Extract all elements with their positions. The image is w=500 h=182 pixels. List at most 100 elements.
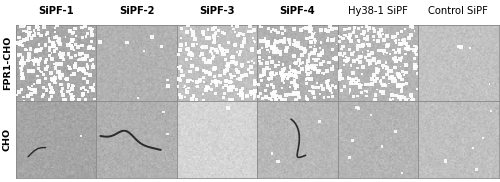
Point (18, 57, 26, 60)
Point (282, 48, 290, 51)
Point (283, 73, 291, 76)
Point (412, 49, 420, 52)
Point (200, 99, 207, 102)
Point (352, 77, 360, 80)
Point (336, 69, 344, 72)
Point (256, 49, 264, 52)
Point (386, 99, 394, 102)
Point (16, 62, 24, 65)
Point (394, 72, 402, 75)
Point (30, 29, 38, 32)
Point (339, 45, 347, 48)
Point (32, 25, 40, 28)
Point (472, 168, 480, 171)
Point (20, 62, 28, 65)
Point (184, 54, 192, 56)
Point (345, 36, 353, 39)
Point (271, 40, 279, 43)
Point (326, 25, 334, 28)
Point (36, 49, 44, 52)
Point (176, 65, 184, 68)
Point (456, 45, 464, 48)
Point (346, 88, 354, 90)
Point (60, 98, 68, 101)
Point (307, 64, 315, 67)
Point (272, 50, 280, 53)
Point (28, 84, 36, 87)
Point (68, 39, 76, 42)
Point (80, 67, 88, 70)
Point (176, 79, 184, 82)
Point (408, 25, 416, 28)
Point (294, 44, 302, 47)
Point (292, 84, 300, 87)
Point (349, 82, 357, 85)
Point (86, 27, 94, 30)
Point (258, 74, 266, 77)
Point (68, 93, 76, 96)
Point (77, 87, 85, 90)
Point (35, 59, 43, 62)
Point (230, 60, 237, 63)
Point (387, 70, 395, 73)
Point (376, 49, 384, 52)
Point (66, 28, 74, 31)
Point (268, 99, 276, 102)
Point (183, 91, 191, 94)
Point (323, 81, 331, 84)
Point (299, 61, 307, 64)
Point (35, 25, 43, 28)
Point (90, 62, 98, 65)
Point (340, 55, 347, 58)
Point (80, 58, 88, 60)
Point (25, 70, 33, 73)
Point (395, 74, 403, 77)
Point (236, 78, 244, 80)
Point (256, 25, 264, 28)
Point (307, 40, 315, 43)
Point (278, 32, 286, 35)
Point (34, 62, 42, 65)
Point (71, 64, 79, 67)
Point (285, 93, 293, 96)
Point (379, 64, 387, 67)
Point (394, 85, 402, 88)
Point (189, 80, 197, 82)
Point (32, 26, 40, 29)
Point (398, 70, 406, 73)
Point (413, 53, 421, 56)
Point (302, 78, 310, 81)
Point (317, 63, 325, 66)
Point (14, 53, 22, 56)
Point (314, 86, 322, 89)
Point (24, 48, 32, 51)
Point (413, 46, 421, 49)
Point (13, 42, 21, 45)
Point (382, 65, 390, 68)
Point (359, 44, 367, 47)
Point (53, 62, 61, 65)
Point (275, 61, 283, 64)
Point (258, 47, 266, 50)
Point (67, 44, 75, 47)
Point (134, 96, 142, 99)
Point (342, 34, 350, 37)
Point (316, 69, 324, 72)
Point (220, 72, 228, 75)
Point (353, 106, 361, 109)
Point (332, 27, 340, 30)
Point (44, 65, 52, 68)
Point (32, 50, 40, 52)
Point (28, 70, 36, 73)
Point (328, 84, 336, 87)
Point (36, 70, 44, 72)
Point (313, 82, 321, 85)
Point (177, 27, 185, 30)
Point (240, 37, 248, 40)
Point (281, 67, 289, 70)
Point (80, 70, 88, 72)
Point (332, 43, 340, 46)
Point (378, 84, 386, 87)
Point (236, 50, 244, 53)
Point (356, 86, 364, 89)
